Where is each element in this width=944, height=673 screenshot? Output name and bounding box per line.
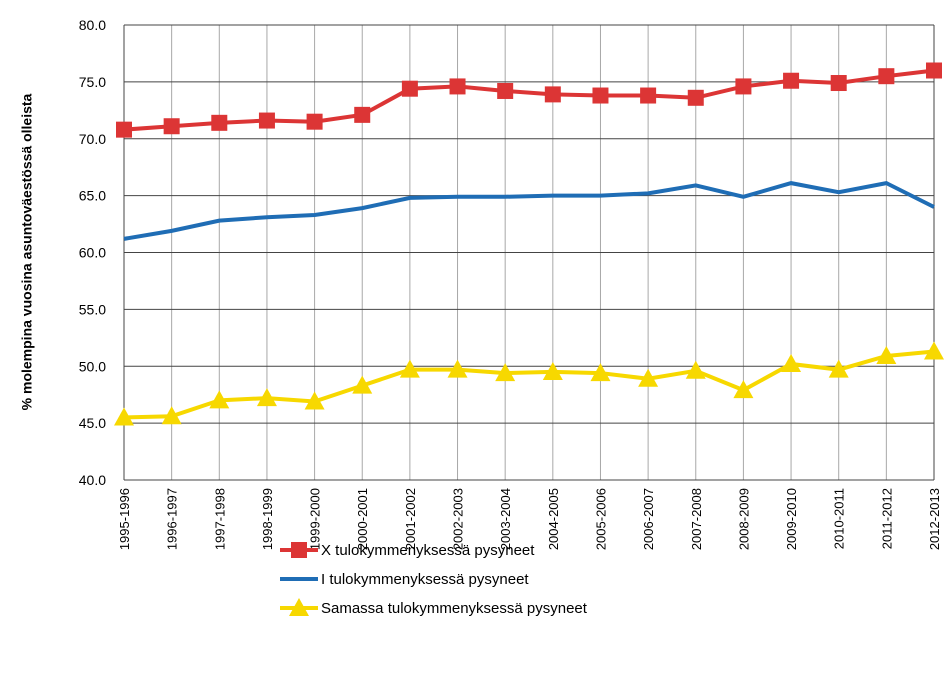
marker bbox=[781, 353, 802, 372]
marker bbox=[876, 346, 897, 365]
y-tick-label: 80.0 bbox=[79, 17, 106, 33]
series-line bbox=[123, 349, 935, 420]
x-tick-label: 2012-2013 bbox=[927, 488, 942, 550]
series-line bbox=[123, 181, 935, 241]
marker bbox=[783, 72, 800, 89]
y-tick-label: 55.0 bbox=[79, 301, 106, 317]
x-tick-label: 2000-2001 bbox=[355, 488, 370, 550]
marker bbox=[542, 361, 563, 380]
marker bbox=[685, 360, 706, 379]
x-tick-label: 2009-2010 bbox=[784, 488, 799, 550]
marker bbox=[258, 112, 275, 129]
marker bbox=[354, 106, 371, 123]
marker bbox=[733, 380, 754, 399]
x-tick-label: 1997-1998 bbox=[212, 488, 227, 550]
marker bbox=[638, 368, 659, 387]
x-tick-label: 2011-2012 bbox=[879, 488, 894, 549]
x-tick-label: 1995-1996 bbox=[117, 488, 132, 550]
x-tick-label: 2001-2002 bbox=[403, 488, 418, 550]
x-tick-label: 2006-2007 bbox=[641, 488, 656, 550]
x-tick-label: 2008-2009 bbox=[736, 488, 751, 550]
marker bbox=[592, 87, 609, 104]
marker bbox=[256, 388, 277, 407]
y-axis-label: % molempina vuosina asuntoväestössä olle… bbox=[19, 93, 35, 410]
legend-label: I tulokymmenyksessä pysyneet bbox=[321, 571, 529, 588]
y-tick-label: 40.0 bbox=[79, 472, 106, 488]
marker bbox=[735, 78, 752, 95]
x-tick-label: 1996-1997 bbox=[165, 488, 180, 550]
marker bbox=[447, 359, 468, 378]
marker bbox=[163, 118, 180, 135]
marker bbox=[926, 62, 942, 79]
marker bbox=[211, 114, 228, 131]
marker bbox=[161, 406, 182, 425]
series-line bbox=[123, 68, 935, 132]
y-tick-label: 45.0 bbox=[79, 415, 106, 431]
x-tick-label: 2005-2006 bbox=[593, 488, 608, 550]
y-tick-label: 50.0 bbox=[79, 358, 106, 374]
x-tick-label: 2007-2008 bbox=[689, 488, 704, 550]
marker bbox=[304, 391, 325, 410]
marker bbox=[209, 390, 230, 409]
legend-marker bbox=[289, 598, 309, 616]
x-tick-label: 1999-2000 bbox=[308, 488, 323, 550]
marker bbox=[449, 78, 466, 95]
marker bbox=[878, 68, 895, 85]
legend-label: Samassa tulokymmenyksessä pysyneet bbox=[321, 600, 588, 617]
x-tick-label: 2004-2005 bbox=[546, 488, 561, 550]
marker bbox=[590, 363, 611, 382]
y-tick-label: 70.0 bbox=[79, 131, 106, 147]
marker bbox=[306, 113, 323, 130]
marker bbox=[401, 80, 418, 97]
marker bbox=[640, 87, 657, 104]
marker bbox=[924, 341, 944, 360]
y-tick-label: 60.0 bbox=[79, 245, 106, 261]
legend-label: X tulokymmenyksessä pysyneet bbox=[321, 542, 535, 559]
marker bbox=[352, 375, 373, 394]
marker bbox=[114, 407, 134, 426]
marker bbox=[116, 121, 132, 138]
marker bbox=[399, 359, 420, 378]
x-tick-label: 1998-1999 bbox=[260, 488, 275, 550]
x-tick-label: 2003-2004 bbox=[498, 488, 513, 550]
y-tick-label: 65.0 bbox=[79, 188, 106, 204]
marker bbox=[497, 82, 514, 99]
marker bbox=[828, 359, 849, 378]
marker bbox=[830, 75, 847, 92]
y-tick-label: 75.0 bbox=[79, 74, 106, 90]
legend-marker bbox=[291, 542, 307, 558]
x-tick-label: 2002-2003 bbox=[451, 488, 466, 550]
marker bbox=[495, 363, 516, 382]
x-tick-label: 2010-2011 bbox=[832, 488, 847, 549]
marker bbox=[687, 89, 704, 106]
marker bbox=[544, 86, 561, 103]
